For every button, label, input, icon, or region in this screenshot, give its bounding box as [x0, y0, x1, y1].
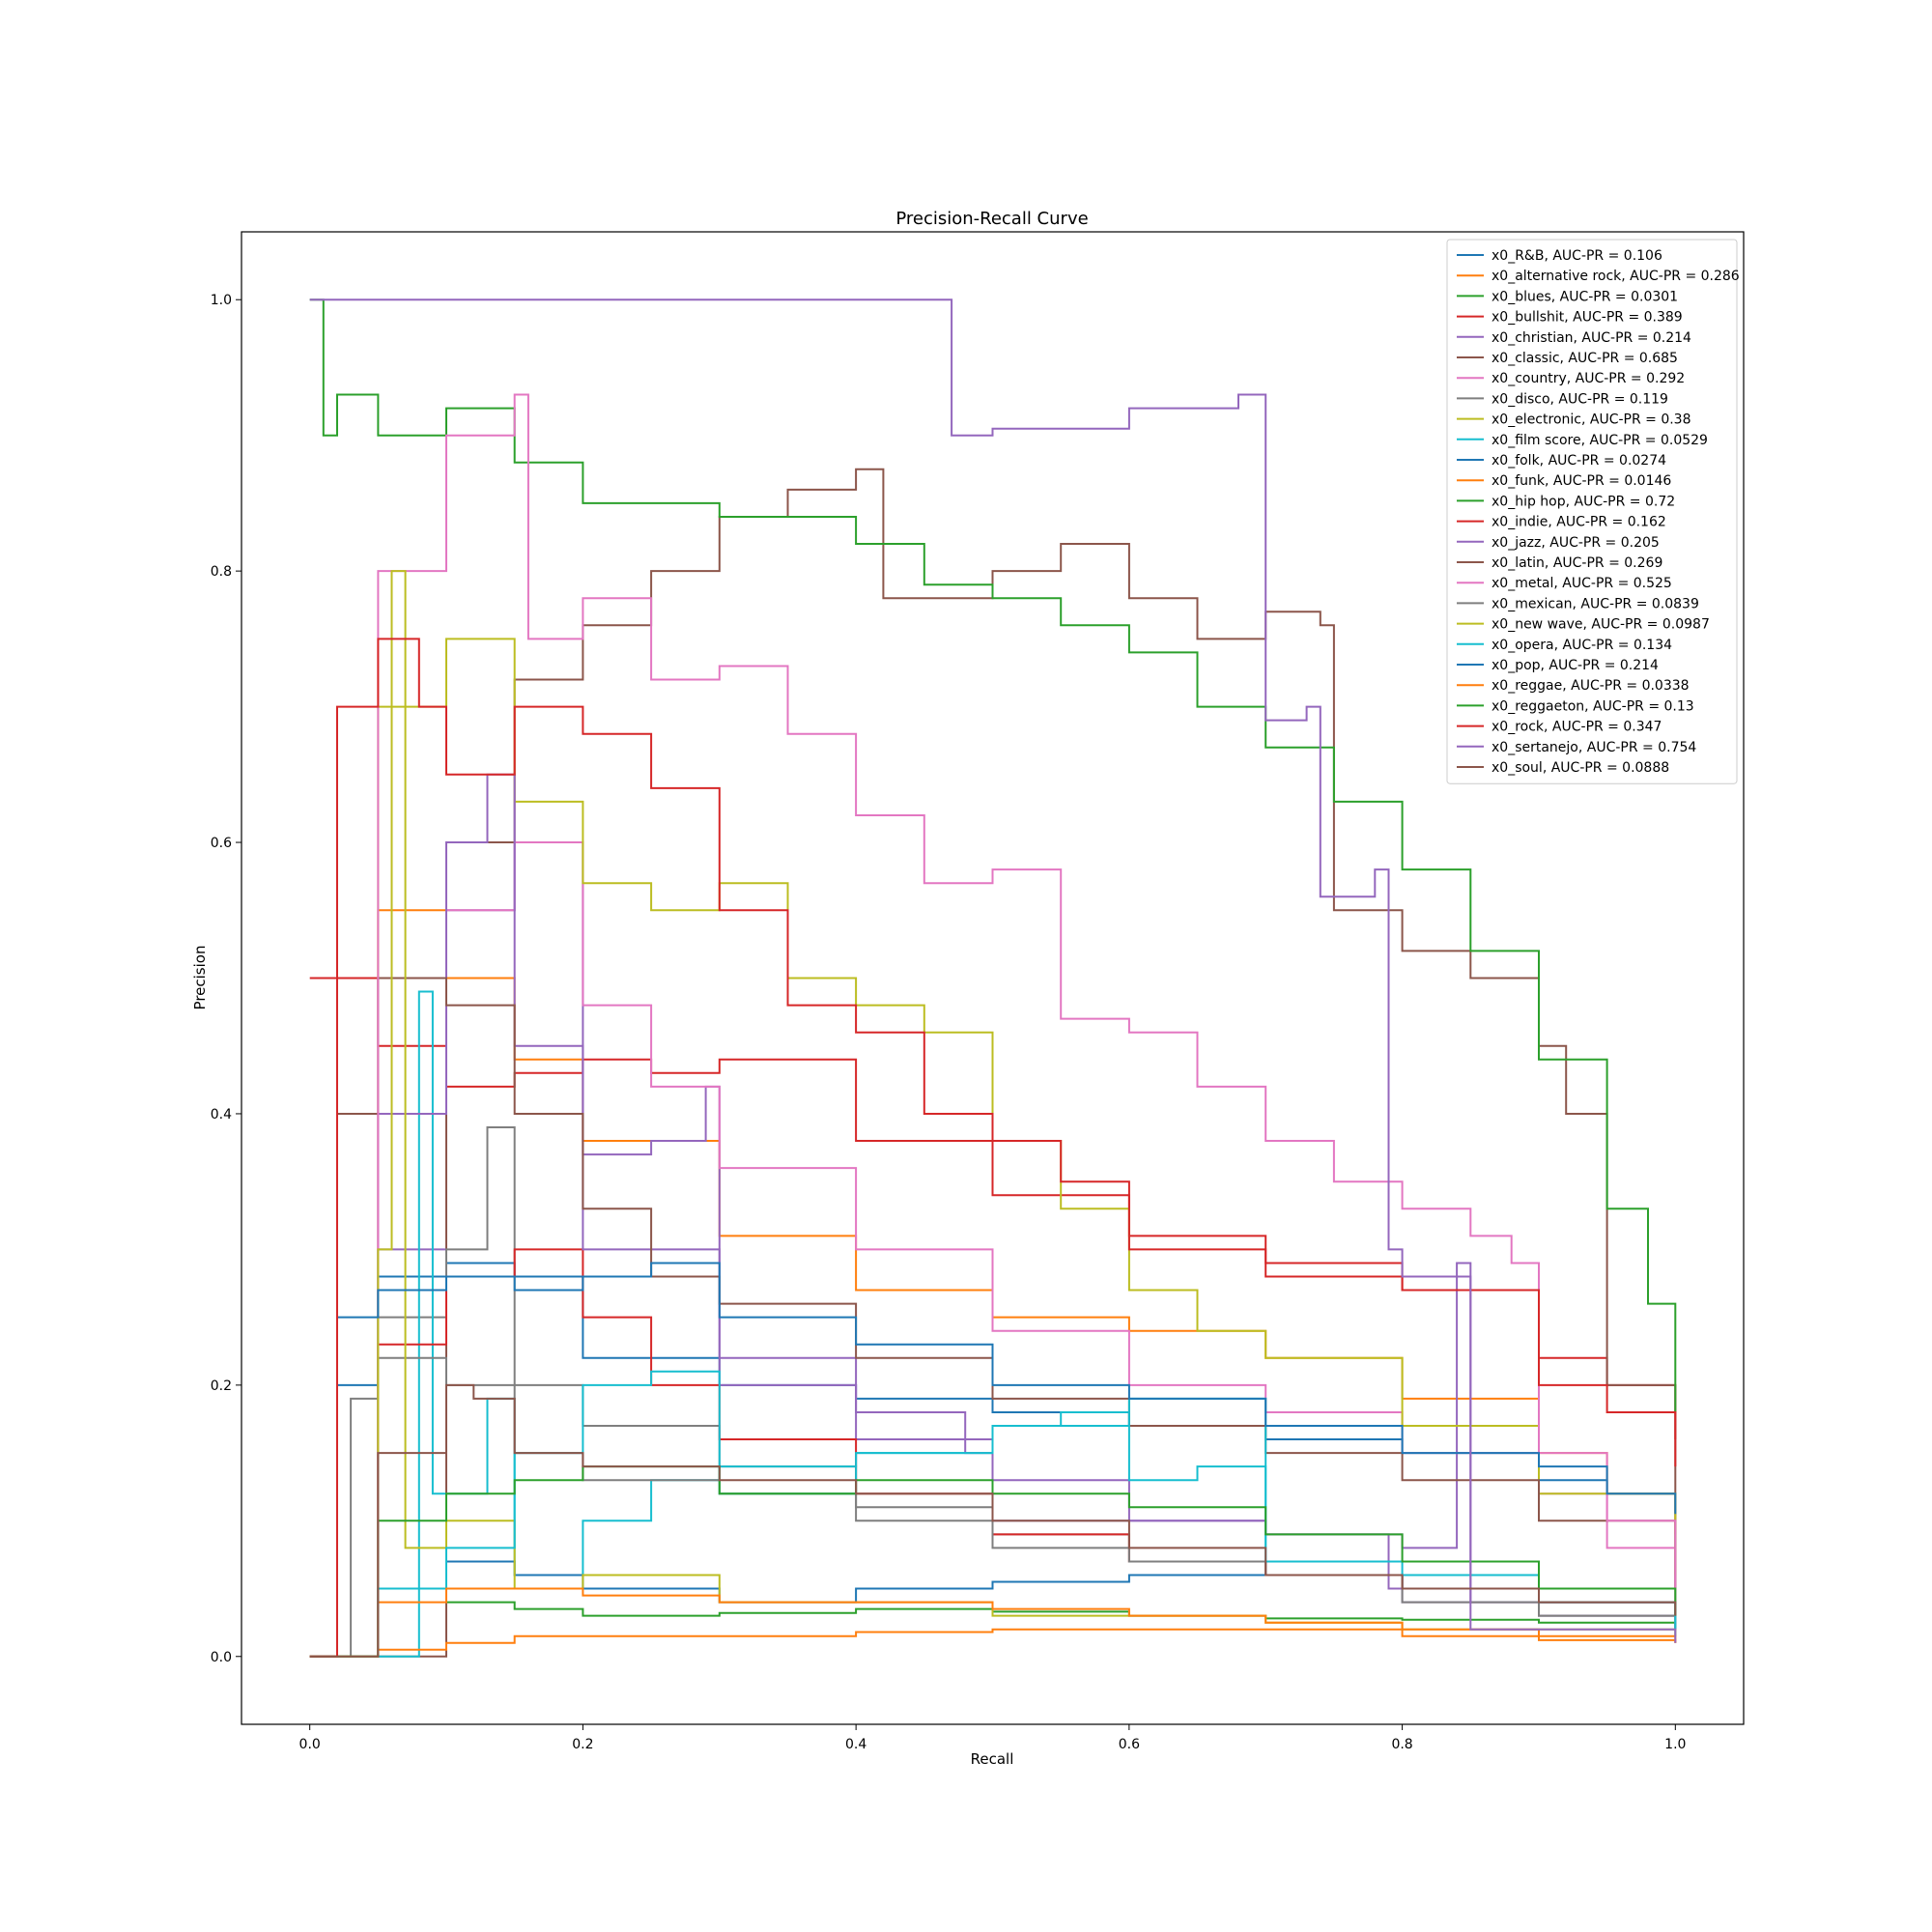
x-tick-label: 1.0 — [1664, 1737, 1686, 1752]
legend-entry-2: x0_blues, AUC-PR = 0.0301 — [1492, 289, 1678, 304]
legend-entry-13: x0_indie, AUC-PR = 0.162 — [1492, 515, 1666, 530]
x-tick-label: 0.0 — [299, 1737, 321, 1752]
legend-entry-24: x0_sertanejo, AUC-PR = 0.754 — [1492, 740, 1696, 755]
x-axis-label: Recall — [971, 1750, 1014, 1768]
legend-entry-21: x0_reggae, AUC-PR = 0.0338 — [1492, 678, 1690, 694]
y-tick-label: 0.0 — [211, 1650, 232, 1665]
legend-entry-6: x0_country, AUC-PR = 0.292 — [1492, 371, 1685, 386]
x-tick-label: 0.8 — [1391, 1737, 1412, 1752]
y-tick-label: 0.2 — [211, 1378, 232, 1394]
legend-entry-15: x0_latin, AUC-PR = 0.269 — [1492, 555, 1662, 571]
x-axis-ticks: 0.0 0.2 0.4 0.6 0.8 1.0 — [299, 1724, 1686, 1752]
y-tick-label: 0.6 — [211, 836, 232, 851]
plot-frame — [241, 231, 1745, 1725]
legend-entry-18: x0_new wave, AUC-PR = 0.0987 — [1492, 617, 1710, 633]
legend-entry-17: x0_mexican, AUC-PR = 0.0839 — [1492, 596, 1699, 611]
y-axis-ticks: 0.0 0.2 0.4 0.6 0.8 1.0 — [211, 293, 242, 1665]
legend-entry-12: x0_hip hop, AUC-PR = 0.72 — [1492, 494, 1675, 509]
x-tick-label: 0.6 — [1119, 1737, 1140, 1752]
y-axis-label: Precision — [191, 946, 209, 1010]
series-line-21 — [309, 1587, 1677, 1658]
legend-entry-20: x0_pop, AUC-PR = 0.214 — [1492, 658, 1659, 673]
series-line-25 — [309, 1383, 1677, 1658]
x-tick-label: 0.2 — [572, 1737, 593, 1752]
legend-entry-3: x0_bullshit, AUC-PR = 0.389 — [1492, 310, 1683, 326]
x-tick-label: 0.4 — [845, 1737, 867, 1752]
y-tick-label: 1.0 — [211, 293, 232, 308]
legend-entry-9: x0_film score, AUC-PR = 0.0529 — [1492, 433, 1708, 448]
legend-entry-7: x0_disco, AUC-PR = 0.119 — [1492, 391, 1668, 407]
legend-entry-1: x0_alternative rock, AUC-PR = 0.286 — [1492, 269, 1740, 284]
series-line-20 — [309, 1262, 1677, 1658]
legend-entry-19: x0_opera, AUC-PR = 0.134 — [1492, 638, 1672, 653]
legend-entry-11: x0_funk, AUC-PR = 0.0146 — [1492, 473, 1671, 489]
legend-frame — [1446, 239, 1738, 784]
y-tick-label: 0.4 — [211, 1107, 232, 1122]
legend-entry-23: x0_rock, AUC-PR = 0.347 — [1492, 720, 1662, 735]
chart-title: Precision-Recall Curve — [895, 209, 1088, 229]
legend-entry-10: x0_folk, AUC-PR = 0.0274 — [1492, 453, 1666, 469]
series-line-11 — [309, 1628, 1677, 1658]
series-layer — [309, 298, 1677, 1658]
legend-entry-25: x0_soul, AUC-PR = 0.0888 — [1492, 760, 1669, 776]
y-tick-label: 0.8 — [211, 564, 232, 580]
series-line-16 — [309, 393, 1677, 1658]
legend-entry-14: x0_jazz, AUC-PR = 0.205 — [1492, 535, 1660, 551]
legend-entry-4: x0_christian, AUC-PR = 0.214 — [1492, 330, 1691, 346]
legend-entry-22: x0_reggaeton, AUC-PR = 0.13 — [1492, 698, 1694, 714]
legend: x0_R&B, AUC-PR = 0.106 x0_alternative roc… — [1446, 239, 1740, 784]
legend-entry-8: x0_electronic, AUC-PR = 0.38 — [1492, 412, 1691, 428]
series-line-23 — [309, 638, 1677, 1658]
series-line-24 — [309, 298, 1677, 1643]
legend-entry-16: x0_metal, AUC-PR = 0.525 — [1492, 576, 1672, 591]
legend-entry-5: x0_classic, AUC-PR = 0.685 — [1492, 351, 1678, 366]
legend-entry-0: x0_R&B, AUC-PR = 0.106 — [1492, 248, 1662, 264]
